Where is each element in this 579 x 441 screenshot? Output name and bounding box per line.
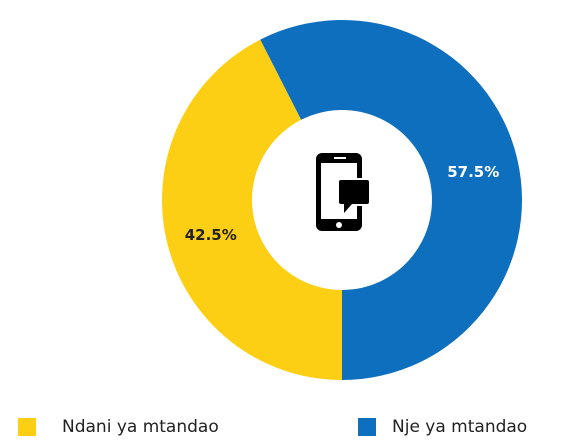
slices xyxy=(161,20,522,380)
legend-label: Ndani ya mtandao xyxy=(62,417,219,437)
slice xyxy=(260,20,522,380)
legend-swatch xyxy=(18,418,36,436)
slice xyxy=(161,39,342,380)
legend-label: Nje ya mtandao xyxy=(392,417,527,437)
value-label: 57.5% xyxy=(447,163,499,181)
center-icon xyxy=(316,153,371,231)
value-label: 42.5% xyxy=(185,226,237,244)
legend-swatch xyxy=(358,418,376,436)
